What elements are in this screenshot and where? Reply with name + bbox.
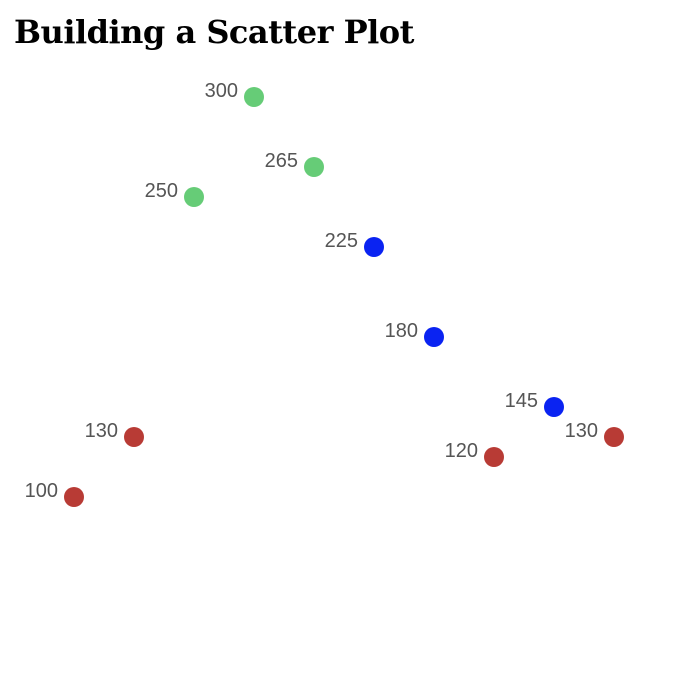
scatter-point <box>244 87 264 107</box>
point-value-label: 130 <box>565 420 598 442</box>
page-title: Building a Scatter Plot <box>14 13 414 51</box>
scatter-point <box>484 447 504 467</box>
scatter-point <box>124 427 144 447</box>
point-value-label: 145 <box>505 390 538 412</box>
scatter-point <box>184 187 204 207</box>
point-value-label: 130 <box>85 420 118 442</box>
scatter-point <box>604 427 624 447</box>
point-value-label: 300 <box>205 80 238 102</box>
scatter-point <box>364 237 384 257</box>
scatter-point <box>424 327 444 347</box>
scatter-point <box>64 487 84 507</box>
point-value-label: 225 <box>325 230 358 252</box>
point-value-label: 265 <box>265 150 298 172</box>
point-value-label: 250 <box>145 180 178 202</box>
point-value-label: 180 <box>385 320 418 342</box>
point-value-label: 100 <box>25 480 58 502</box>
scatter-point <box>304 157 324 177</box>
scatter-point <box>544 397 564 417</box>
point-value-label: 120 <box>445 440 478 462</box>
